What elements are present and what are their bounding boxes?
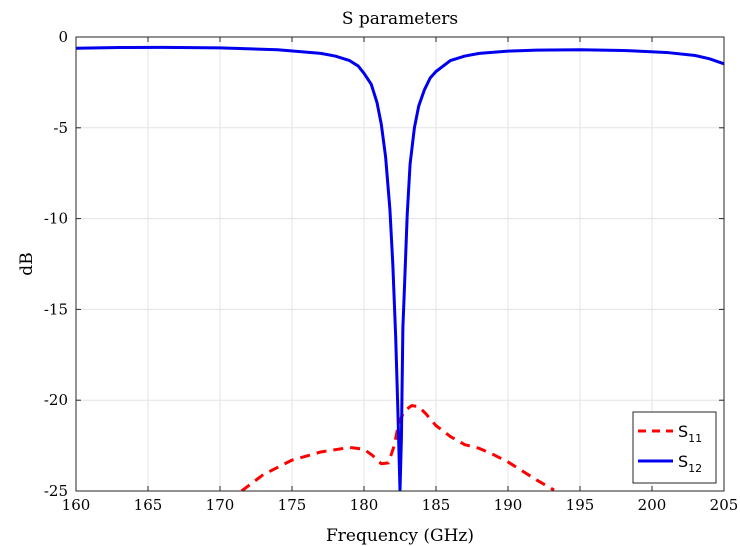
x-tick-label: 170 (206, 496, 235, 514)
y-tick-label: -20 (44, 391, 68, 409)
x-tick-label: 180 (350, 496, 379, 514)
y-axis-label: dB (17, 252, 37, 275)
x-tick-label: 200 (638, 496, 667, 514)
x-axis-label: Frequency (GHz) (326, 526, 474, 546)
y-tick-label: -15 (44, 300, 68, 318)
y-tick-label: 0 (58, 28, 68, 46)
x-tick-label: 205 (710, 496, 739, 514)
x-tick-label: 175 (278, 496, 307, 514)
x-tick-label: 160 (62, 496, 91, 514)
y-tick-label: -25 (44, 482, 68, 500)
series-line-s12 (76, 45, 724, 491)
x-tick-label: 165 (134, 496, 163, 514)
y-tick-label: -5 (53, 119, 68, 137)
series-layer (76, 45, 724, 491)
legend-box (632, 411, 717, 484)
x-tick-label: 190 (494, 496, 523, 514)
y-tick-label: -10 (44, 210, 68, 228)
plot-frame (75, 36, 725, 492)
x-tick-label: 195 (566, 496, 595, 514)
y-axis-ticks: 0 -5 -10 -15 -20 -25 (44, 28, 724, 500)
series-line-s11 (240, 404, 555, 491)
x-axis-ticks: 160 165 170 175 180 185 190 195 200 205 (62, 37, 739, 514)
chart-title: S parameters (342, 9, 458, 29)
x-tick-label: 185 (422, 496, 451, 514)
